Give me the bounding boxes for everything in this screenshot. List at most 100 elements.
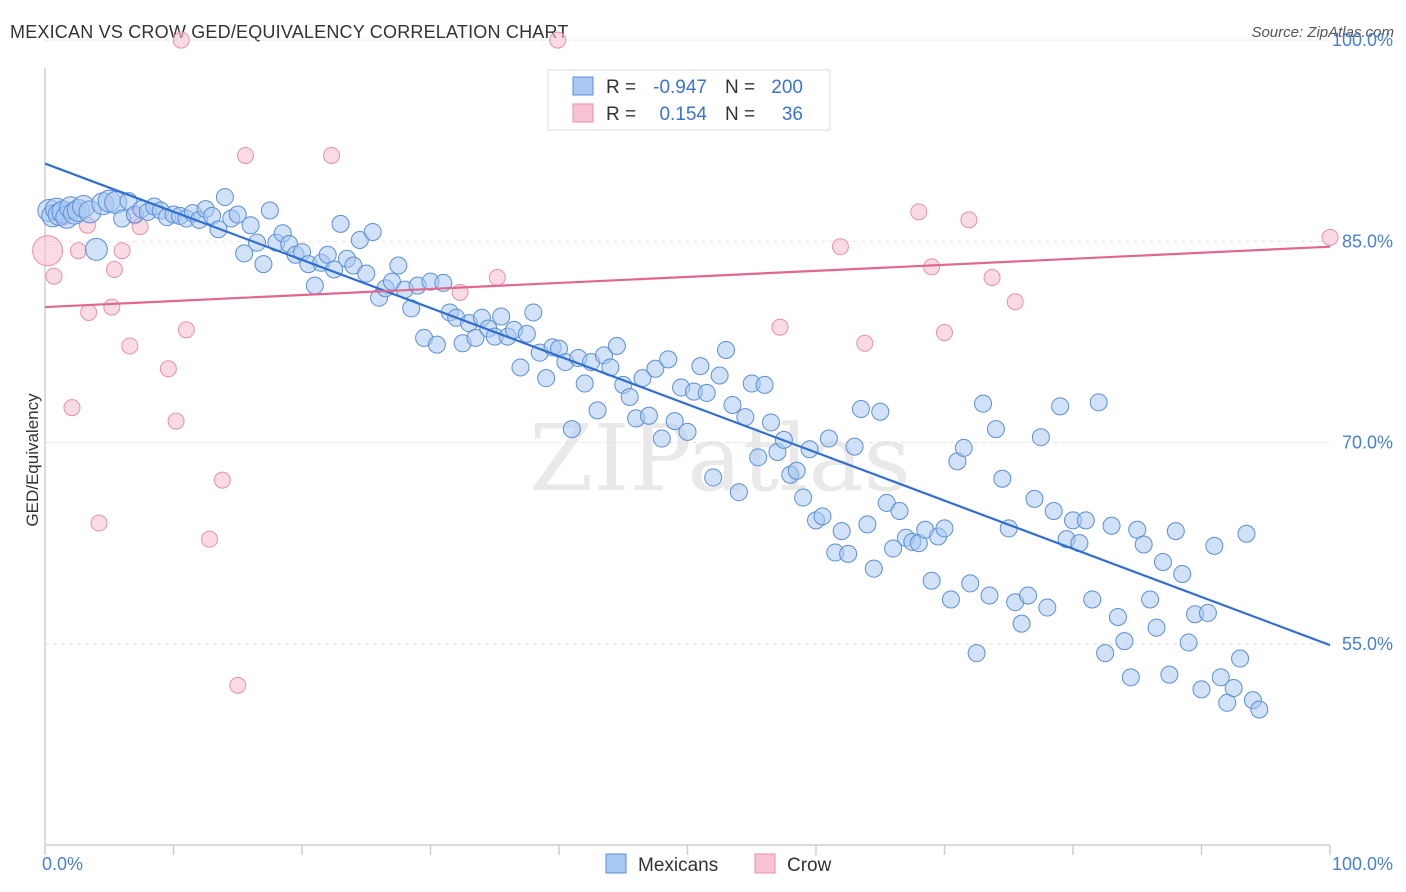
mexicans-point: [922, 571, 941, 590]
mexicans-point: [954, 438, 973, 457]
mexicans-point: [1108, 607, 1127, 626]
mexicans-point: [331, 214, 350, 233]
mexicans-point: [235, 244, 254, 263]
x-tick-label-1: 100.0%: [1332, 854, 1393, 874]
crow-point: [105, 261, 123, 279]
y-tick-labels: 100.0% 85.0% 70.0% 55.0%: [1332, 30, 1393, 654]
mexicans-point: [871, 402, 890, 421]
crow-trend-line: [44, 245, 1331, 309]
mexicans-point: [961, 574, 980, 593]
mexicans-point: [1173, 565, 1192, 584]
crow-point: [236, 146, 254, 164]
crow-point: [63, 399, 81, 417]
mexicans-point: [935, 519, 954, 538]
mexicans-point: [1211, 668, 1230, 687]
mexicans-point: [1205, 536, 1224, 555]
mexicans-point: [819, 429, 838, 448]
mexicans-point: [710, 366, 729, 385]
mexicans-point: [1147, 618, 1166, 637]
mexicans-point: [813, 507, 832, 526]
mexicans-points: [37, 188, 1269, 719]
mexicans-point: [1121, 668, 1140, 687]
mexicans-point: [652, 429, 671, 448]
legend-n-label-2: N =: [725, 104, 755, 125]
mexicans-point: [787, 461, 806, 480]
legend-box: [547, 69, 831, 131]
crow-point: [103, 298, 121, 316]
mexicans-point: [890, 501, 909, 520]
mexicans-point: [1012, 614, 1031, 633]
crow-point: [323, 146, 341, 164]
mexicans-point: [1134, 535, 1153, 554]
crow-point: [177, 321, 195, 339]
mexicans-point: [241, 216, 260, 235]
y-axis-label: GED/Equivalency: [23, 393, 42, 527]
mexicans-point: [537, 369, 556, 388]
mexicans-point: [357, 264, 376, 283]
mexicans-point: [691, 357, 710, 376]
mexicans-point: [639, 406, 658, 425]
mexicans-point: [1089, 393, 1108, 412]
mexicans-point: [363, 222, 382, 241]
crow-point: [936, 324, 953, 342]
legend-r-label-2: R =: [606, 104, 636, 125]
mexicans-point: [1096, 644, 1115, 663]
mexicans-point: [723, 396, 742, 414]
mexicans-point: [986, 420, 1005, 439]
bottom-legend: Mexicans Crow: [605, 853, 832, 876]
mexicans-point: [1179, 633, 1198, 652]
x-tick-labels: 0.0% 100.0%: [42, 854, 1393, 874]
mexicans-point: [588, 401, 607, 420]
mexicans-point: [1076, 511, 1095, 530]
mexicans-point: [665, 412, 684, 431]
mexicans-point: [729, 483, 748, 502]
mexicans-point: [427, 335, 446, 354]
mexicans-point: [620, 387, 639, 406]
crow-point: [121, 337, 139, 355]
mexicans-point: [1192, 680, 1211, 699]
mexicans-point: [344, 256, 363, 275]
legend-n-value-2: 36: [782, 104, 803, 125]
legend-swatch-mexicans: [572, 76, 594, 96]
x-tick-label-0: 0.0%: [42, 854, 83, 874]
mexicans-point: [749, 448, 768, 467]
legend: R = -0.947 N = 200 R = 0.154 N = 36: [547, 69, 831, 131]
crow-point: [159, 360, 177, 378]
mexicans-point: [967, 644, 986, 663]
grid-lines: [45, 39, 1330, 645]
mexicans-point: [350, 231, 369, 249]
mexicans-point: [832, 522, 851, 541]
mexicans-point: [1224, 679, 1243, 698]
mexicans-point: [562, 420, 581, 439]
mexicans-point: [762, 413, 781, 432]
mexicans-point: [517, 324, 536, 343]
mexicans-point: [717, 341, 736, 359]
x-axis-ticks: [44, 845, 1331, 855]
mexicans-point: [993, 469, 1012, 488]
crow-point: [831, 238, 849, 256]
crow-point: [167, 412, 185, 430]
mexicans-point: [704, 468, 723, 487]
mexicans-point: [1153, 552, 1172, 571]
crow-point: [960, 211, 978, 229]
mexicans-point: [228, 205, 247, 224]
mexicans-point: [1160, 665, 1179, 684]
crow-point: [1006, 293, 1024, 311]
mexicans-point: [492, 307, 511, 326]
mexicans-point: [858, 515, 877, 534]
mexicans-point: [1141, 590, 1160, 609]
legend-n-value-1: 200: [771, 77, 803, 98]
mexicans-point: [1031, 428, 1050, 447]
mexicans-point: [1051, 397, 1070, 416]
mexicans-point: [1115, 632, 1134, 651]
mexicans-point: [466, 328, 485, 347]
mexicans-point: [877, 493, 896, 512]
legend-r-label-1: R =: [606, 77, 636, 98]
mexicans-point: [941, 590, 960, 609]
mexicans-point: [1038, 598, 1057, 617]
crow-point: [856, 334, 874, 352]
mexicans-point: [84, 237, 108, 261]
chart-title: MEXICAN VS CROW GED/EQUIVALENCY CORRELAT…: [10, 22, 569, 42]
mexicans-point: [678, 422, 697, 441]
